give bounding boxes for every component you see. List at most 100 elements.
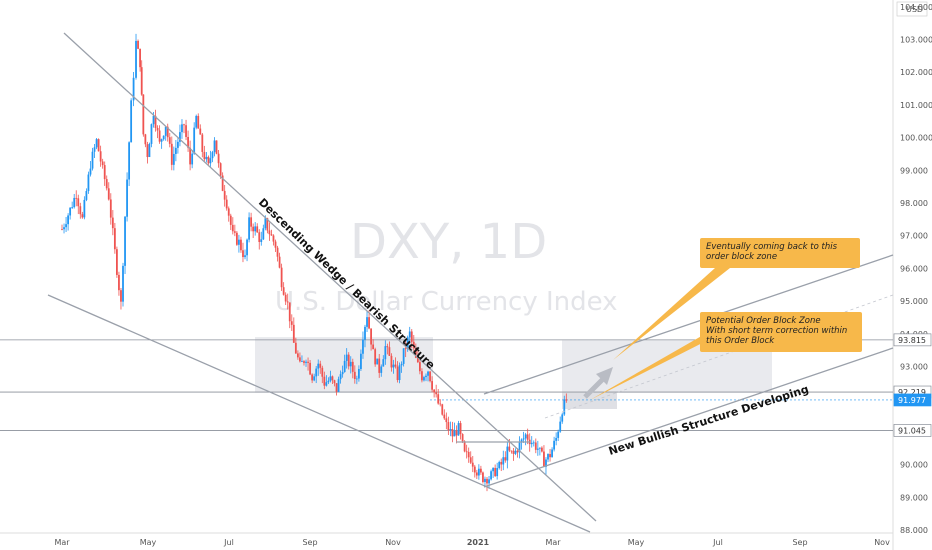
- candle: [130, 98, 133, 143]
- candle: [67, 213, 70, 231]
- candle: [185, 119, 187, 141]
- candle: [416, 349, 419, 364]
- candle: [457, 420, 460, 436]
- candle: [203, 145, 206, 162]
- candle: [482, 471, 484, 484]
- candle: [248, 212, 250, 243]
- price-tick: 100.000: [900, 134, 932, 143]
- candle: [254, 222, 257, 236]
- candle: [459, 420, 462, 440]
- candle: [118, 271, 120, 296]
- candle: [382, 355, 385, 367]
- candle: [95, 138, 98, 150]
- candle: [549, 448, 551, 462]
- candle: [480, 465, 482, 475]
- candle: [366, 311, 368, 333]
- time-tick: Sep: [302, 538, 317, 547]
- candle: [551, 447, 553, 458]
- candle: [490, 469, 492, 481]
- candle: [347, 352, 350, 370]
- candle: [484, 476, 486, 487]
- price-tick: 90.000: [900, 461, 928, 470]
- price-axis[interactable]: 104.000 103.000 102.000 101.000 100.000 99.00…: [900, 3, 932, 535]
- candle: [290, 314, 293, 332]
- candle: [423, 375, 425, 382]
- candle: [524, 432, 527, 446]
- candle: [437, 389, 440, 405]
- candle: [309, 359, 311, 376]
- candle: [209, 150, 212, 168]
- candle: [238, 234, 240, 253]
- candle: [532, 440, 535, 447]
- candle: [235, 231, 238, 246]
- note-potential-order-block: Potential Order Block Zone With short te…: [700, 312, 862, 352]
- time-axis[interactable]: Mar May Jul Sep Nov 2021 Mar May Jul Sep Nov: [54, 538, 890, 547]
- candle: [400, 361, 403, 373]
- candle: [260, 231, 263, 246]
- price-tick: 93.000: [900, 363, 928, 372]
- candle: [333, 379, 336, 387]
- candle: [477, 464, 480, 480]
- candle: [97, 138, 100, 152]
- candle: [475, 469, 478, 480]
- candle: [425, 373, 427, 382]
- candle: [514, 448, 517, 456]
- candle: [317, 359, 320, 376]
- candle: [166, 123, 169, 142]
- candle: [195, 114, 198, 130]
- candle: [132, 72, 135, 107]
- candle: [193, 122, 196, 155]
- candle: [394, 357, 397, 369]
- candle: [555, 432, 558, 446]
- candle: [339, 370, 342, 384]
- candle: [75, 190, 78, 207]
- candle: [538, 447, 541, 456]
- candle: [164, 126, 167, 141]
- candle: [154, 109, 157, 132]
- candle: [231, 217, 234, 235]
- candle: [61, 224, 63, 231]
- candle: [305, 359, 307, 367]
- candle: [107, 182, 110, 201]
- price-tick: 101.000: [900, 101, 932, 110]
- candle: [282, 282, 285, 296]
- candle: [207, 155, 210, 167]
- candle: [343, 354, 346, 373]
- candle: [268, 222, 271, 241]
- candle: [201, 133, 204, 158]
- candle: [158, 125, 161, 144]
- candle: [146, 141, 149, 164]
- candle: [83, 196, 86, 220]
- candle: [353, 365, 356, 384]
- candle: [441, 403, 444, 416]
- candle: [504, 451, 507, 463]
- time-tick: Jul: [712, 538, 723, 547]
- candle: [518, 436, 521, 459]
- candle: [292, 317, 295, 343]
- wedge-lower-line: [47, 294, 591, 533]
- candle: [364, 324, 366, 348]
- candle: [227, 206, 230, 222]
- candle: [120, 288, 122, 310]
- candle: [418, 358, 421, 375]
- candle: [351, 358, 354, 379]
- candle: [101, 158, 104, 169]
- candle: [213, 137, 216, 157]
- candle: [197, 113, 200, 129]
- candle: [500, 458, 503, 472]
- candle: [541, 446, 543, 453]
- candle: [211, 150, 214, 163]
- watermark-description: U.S. Dollar Currency Index: [275, 287, 618, 317]
- candle: [189, 140, 192, 171]
- zones-layer: [255, 337, 772, 410]
- note1-pointer: [613, 268, 730, 360]
- candle: [174, 139, 177, 162]
- candle: [557, 429, 560, 441]
- candle: [341, 365, 344, 378]
- candle: [492, 467, 495, 478]
- candle: [534, 438, 537, 454]
- candle: [465, 444, 468, 459]
- candle: [139, 48, 141, 72]
